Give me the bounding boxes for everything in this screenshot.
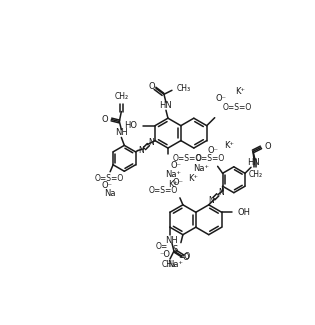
Text: Na⁺: Na⁺ (193, 164, 209, 174)
Text: N: N (218, 188, 224, 197)
Text: N: N (139, 146, 144, 155)
Text: K⁺: K⁺ (235, 87, 245, 96)
Text: CH₃: CH₃ (162, 260, 176, 268)
Text: O⁻: O⁻ (172, 178, 183, 188)
Text: Na⁺: Na⁺ (167, 260, 183, 269)
Text: O=S=O: O=S=O (149, 186, 178, 195)
Text: CH₂: CH₂ (249, 170, 263, 179)
Text: =O: =O (178, 252, 190, 261)
Text: K⁺: K⁺ (225, 141, 235, 150)
Text: NH: NH (166, 236, 178, 245)
Text: HN: HN (160, 101, 172, 110)
Text: O=S=O: O=S=O (223, 103, 252, 112)
Text: O=: O= (156, 242, 168, 251)
Text: O: O (265, 142, 272, 151)
Text: O⁻: O⁻ (170, 162, 181, 171)
Text: O=S=O: O=S=O (196, 154, 225, 163)
Text: CH₃: CH₃ (177, 84, 191, 93)
Text: O: O (183, 253, 189, 262)
Text: O: O (149, 82, 155, 91)
Text: O⁻: O⁻ (102, 181, 113, 190)
Text: O: O (102, 115, 108, 124)
Text: O=S=O: O=S=O (94, 174, 124, 183)
Text: O⁻: O⁻ (207, 146, 218, 155)
Text: CH₂: CH₂ (114, 92, 129, 100)
Text: S: S (172, 245, 178, 254)
Text: K⁺: K⁺ (168, 180, 178, 189)
Text: O=S=O: O=S=O (173, 153, 202, 162)
Text: Na⁺: Na⁺ (165, 170, 181, 179)
Text: NH: NH (115, 128, 128, 137)
Text: HN: HN (248, 158, 261, 167)
Text: HO: HO (124, 121, 137, 130)
Text: K⁺: K⁺ (188, 175, 198, 183)
Text: N: N (208, 196, 214, 205)
Text: Na: Na (104, 189, 116, 198)
Text: OH: OH (238, 208, 251, 217)
Text: O⁻: O⁻ (215, 94, 226, 103)
Text: ⁻O: ⁻O (159, 250, 170, 259)
Text: N: N (148, 138, 154, 147)
